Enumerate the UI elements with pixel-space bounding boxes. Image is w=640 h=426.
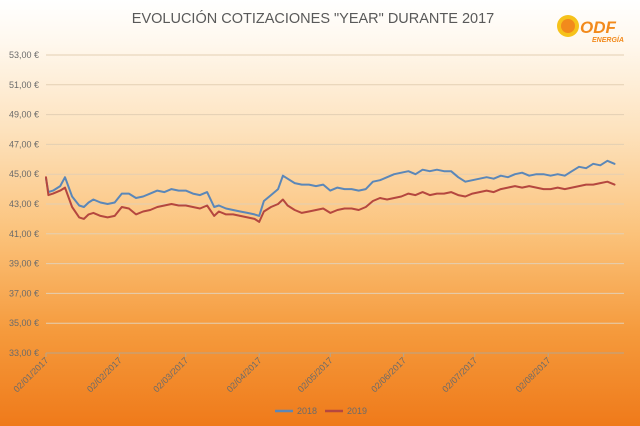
legend-label-2019: 2019 [347, 406, 367, 416]
x-tick-label: 02/01/2017 [11, 355, 50, 394]
y-tick-label: 35,00 € [9, 318, 39, 328]
x-tick-label: 02/04/2017 [225, 355, 264, 394]
series-line-2019 [45, 176, 616, 223]
x-tick-label: 02/05/2017 [296, 355, 335, 394]
x-tick-label: 02/08/2017 [514, 355, 553, 394]
y-tick-label: 45,00 € [9, 169, 39, 179]
odf-logo: ODF ENERGÍA [557, 15, 624, 44]
logo-core-icon [561, 19, 575, 33]
grid-lines [46, 54, 624, 354]
series-line-2018 [45, 159, 616, 217]
legend-label-2018: 2018 [297, 406, 317, 416]
y-tick-label: 47,00 € [9, 139, 39, 149]
x-tick-label: 02/02/2017 [85, 355, 124, 394]
y-tick-label: 33,00 € [9, 348, 39, 358]
series-lines [45, 159, 616, 223]
x-axis: 02/01/2017 02/02/2017 02/03/2017 02/04/2017… [11, 352, 624, 394]
y-tick-label: 53,00 € [9, 50, 39, 60]
y-tick-label: 39,00 € [9, 259, 39, 269]
x-tick-label: 02/03/2017 [151, 355, 190, 394]
logo-subtext: ENERGÍA [592, 35, 624, 44]
y-tick-label: 41,00 € [9, 229, 39, 239]
chart-title: EVOLUCIÓN COTIZACIONES "YEAR" DURANTE 20… [132, 10, 494, 27]
legend: 2018 2019 [275, 406, 367, 416]
y-tick-label: 43,00 € [9, 199, 39, 209]
y-tick-label: 37,00 € [9, 288, 39, 298]
logo-text: ODF [580, 18, 617, 37]
x-tick-label: 02/06/2017 [369, 355, 408, 394]
y-axis: 53,00 € 51,00 € 49,00 € 47,00 € 45,00 € 43,00… [9, 50, 39, 358]
y-tick-label: 51,00 € [9, 80, 39, 90]
x-tick-label: 02/07/2017 [440, 355, 479, 394]
y-tick-label: 49,00 € [9, 110, 39, 120]
